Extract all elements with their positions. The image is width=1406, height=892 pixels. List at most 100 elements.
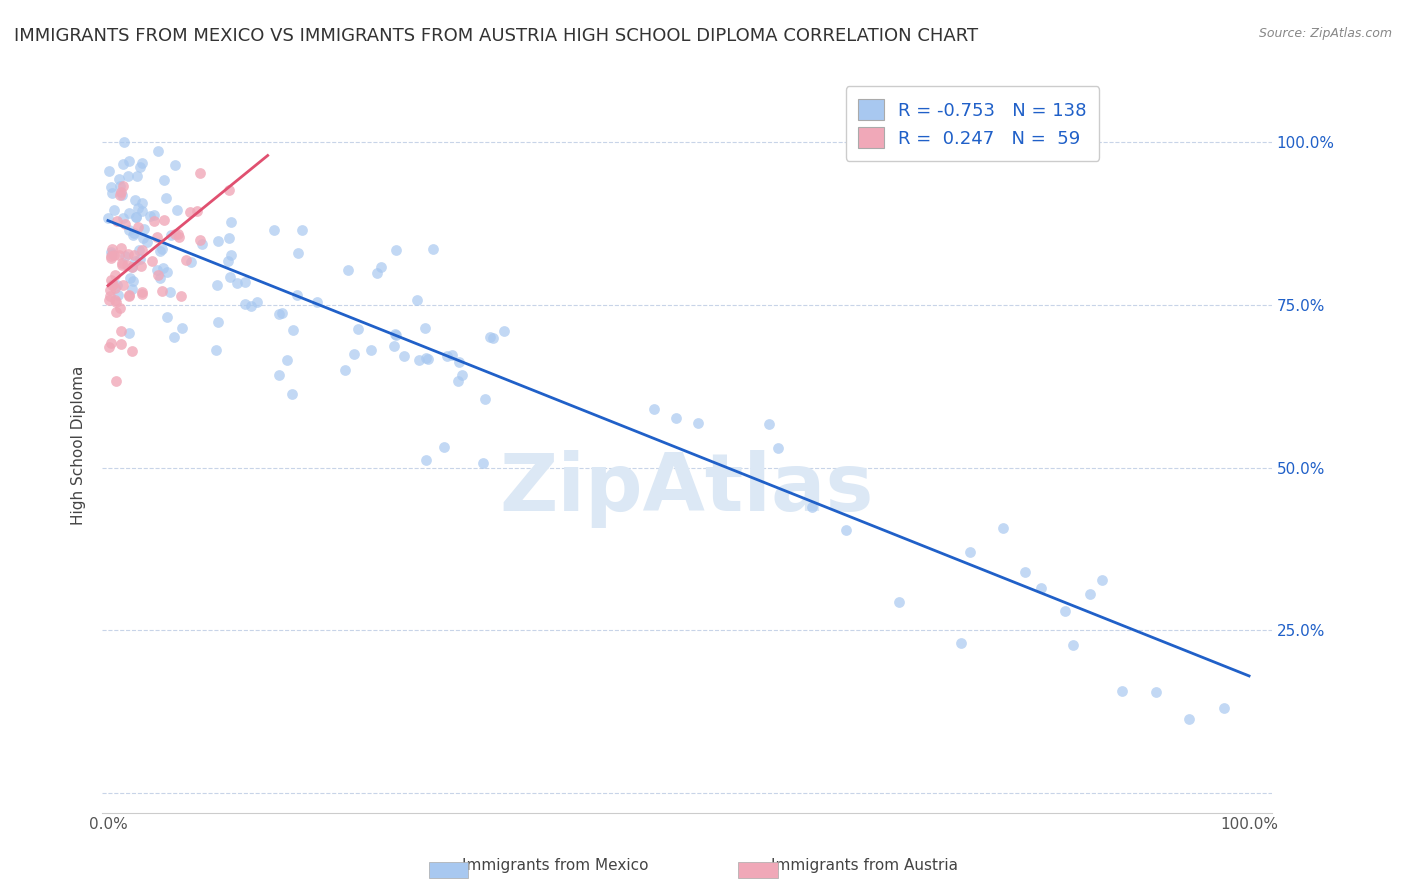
Text: Immigrants from Austria: Immigrants from Austria	[770, 858, 959, 872]
Point	[281, 387, 304, 401]
Point	[1062, 638, 1084, 652]
Point	[111, 256, 134, 270]
Point	[128, 243, 150, 257]
Point	[121, 344, 143, 359]
Point	[205, 343, 228, 357]
Point	[766, 442, 789, 456]
Point	[110, 324, 132, 338]
Point	[100, 179, 122, 194]
Point	[415, 351, 437, 366]
Point	[100, 186, 122, 200]
Point	[360, 343, 382, 357]
Point	[135, 235, 157, 250]
Point	[100, 242, 122, 256]
Point	[835, 523, 858, 537]
Point	[188, 234, 211, 248]
Point	[98, 340, 121, 354]
Point	[239, 299, 262, 313]
Text: ZipAtlas: ZipAtlas	[499, 450, 875, 528]
Point	[97, 293, 120, 308]
Point	[276, 353, 298, 368]
Point	[281, 323, 304, 337]
Point	[124, 248, 146, 262]
Point	[451, 368, 474, 382]
Point	[167, 230, 190, 244]
Point	[186, 204, 208, 219]
Point	[100, 273, 122, 287]
Point	[139, 209, 162, 223]
Y-axis label: High School Diploma: High School Diploma	[72, 366, 86, 524]
Point	[482, 331, 505, 345]
Point	[105, 278, 128, 293]
Point	[103, 248, 125, 262]
Point	[100, 252, 122, 266]
Point	[153, 173, 176, 187]
Point	[170, 289, 193, 303]
Point	[107, 288, 129, 302]
Point	[219, 270, 242, 285]
Point	[118, 287, 141, 301]
Point	[108, 248, 131, 262]
Point	[156, 310, 179, 324]
Point	[111, 188, 134, 202]
Text: IMMIGRANTS FROM MEXICO VS IMMIGRANTS FROM AUSTRIA HIGH SCHOOL DIPLOMA CORRELATIO: IMMIGRANTS FROM MEXICO VS IMMIGRANTS FRO…	[14, 27, 979, 45]
Point	[122, 275, 145, 289]
Point	[121, 260, 143, 274]
Point	[98, 164, 121, 178]
Point	[218, 183, 240, 197]
Point	[141, 253, 163, 268]
Point	[117, 169, 139, 183]
Point	[422, 243, 444, 257]
Point	[104, 281, 127, 295]
Point	[98, 288, 121, 302]
Point	[124, 194, 146, 208]
Point	[118, 326, 141, 340]
Point	[233, 297, 256, 311]
Point	[1014, 565, 1036, 579]
Point	[959, 545, 981, 559]
Point	[176, 253, 198, 268]
Point	[104, 294, 127, 309]
Point	[146, 268, 169, 282]
Point	[132, 231, 155, 245]
Text: Source: ZipAtlas.com: Source: ZipAtlas.com	[1258, 27, 1392, 40]
Point	[267, 307, 290, 321]
Point	[150, 242, 173, 256]
Point	[1111, 683, 1133, 698]
Point	[124, 254, 146, 268]
Point	[188, 166, 211, 180]
Point	[165, 227, 187, 241]
Point	[103, 202, 125, 217]
Point	[110, 241, 132, 255]
Point	[155, 191, 177, 205]
Point	[108, 188, 131, 202]
Point	[105, 214, 128, 228]
Point	[406, 293, 429, 307]
Point	[118, 271, 141, 285]
Point	[115, 259, 138, 273]
Point	[447, 374, 470, 388]
Point	[801, 500, 824, 514]
Point	[153, 213, 176, 227]
Point	[263, 222, 285, 236]
Point	[127, 201, 149, 215]
Point	[1091, 573, 1114, 587]
Point	[128, 252, 150, 266]
Point	[384, 326, 406, 341]
Point	[155, 265, 177, 279]
Point	[118, 154, 141, 169]
Point	[122, 227, 145, 242]
Point	[114, 249, 136, 263]
Point	[146, 230, 169, 244]
Point	[163, 330, 186, 344]
Point	[142, 208, 165, 222]
Point	[118, 206, 141, 220]
Point	[142, 213, 165, 227]
Point	[103, 268, 125, 283]
Point	[111, 157, 134, 171]
Point	[112, 136, 135, 150]
Point	[291, 223, 314, 237]
Point	[167, 227, 190, 241]
Point	[98, 283, 121, 297]
Point	[121, 260, 143, 275]
